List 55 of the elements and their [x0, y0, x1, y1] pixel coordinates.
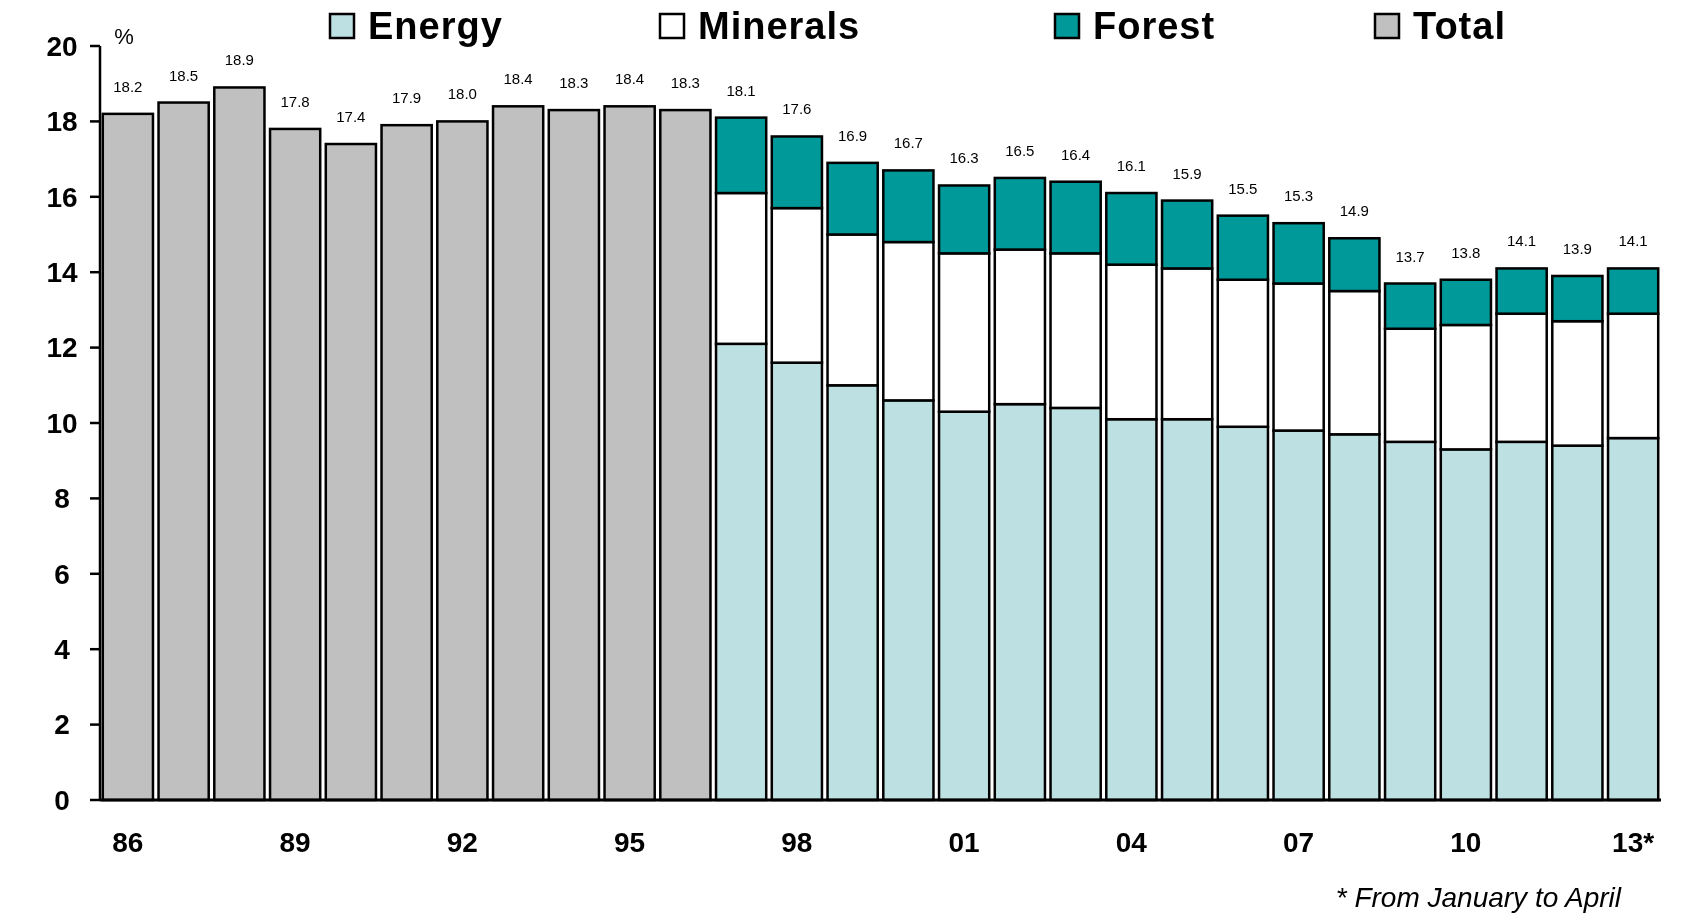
- total-label: 17.6: [782, 100, 812, 118]
- total-label: 16.9: [838, 126, 868, 144]
- total-label: 16.5: [1005, 141, 1035, 159]
- total-label: 18.3: [670, 74, 700, 92]
- total-label: 15.9: [1172, 164, 1202, 182]
- total-label: 14.1: [1507, 232, 1537, 250]
- y-tick-label: 0: [54, 784, 70, 816]
- text: * From January to April: [1335, 882, 1622, 913]
- x-tick-label: 01: [948, 827, 980, 858]
- total-label: 17.4: [336, 108, 366, 126]
- x-tick-label: 86: [112, 827, 144, 858]
- y-tick-label: 8: [54, 483, 70, 515]
- legend-label: Minerals: [698, 5, 861, 48]
- total-label: 18.5: [169, 66, 199, 84]
- total-label: 15.3: [1284, 187, 1314, 205]
- total-label: 18.0: [447, 85, 477, 103]
- x-tick-label: 07: [1283, 827, 1315, 858]
- y-tick-label: 12: [46, 332, 78, 364]
- y-axis-title: %: [114, 24, 134, 49]
- x-tick-label: 98: [781, 827, 813, 858]
- y-tick-label: 6: [54, 558, 70, 590]
- total-label: 17.8: [280, 92, 310, 110]
- x-tick-label: 10: [1450, 827, 1482, 858]
- total-label: 18.4: [503, 70, 533, 88]
- legend-label: Total: [1413, 5, 1506, 48]
- y-tick-label: 4: [54, 634, 71, 665]
- legend-label: Forest: [1093, 5, 1216, 48]
- total-label: 18.4: [615, 70, 645, 88]
- total-label: 16.3: [949, 149, 979, 167]
- y-tick-label: 18: [46, 106, 78, 138]
- total-label: 18.1: [726, 81, 756, 99]
- x-tick-label: 92: [446, 827, 478, 858]
- total-label: 16.7: [893, 134, 923, 152]
- total-label: 14.9: [1339, 202, 1369, 220]
- y-tick-label: 20: [46, 30, 78, 62]
- x-tick-label: 95: [614, 827, 646, 858]
- total-label: 16.4: [1061, 145, 1091, 163]
- total-label: 13.9: [1562, 239, 1592, 257]
- total-label: 14.1: [1618, 232, 1648, 250]
- x-tick-label: 89: [279, 827, 311, 858]
- total-label: 15.5: [1228, 179, 1258, 197]
- legend-label: Energy: [368, 5, 503, 48]
- y-tick-label: 16: [46, 181, 78, 213]
- total-label: 13.7: [1395, 247, 1425, 265]
- total-label: 13.8: [1451, 243, 1481, 261]
- total-label: 16.1: [1116, 157, 1146, 175]
- y-tick-label: 2: [54, 709, 70, 741]
- total-label: 18.9: [224, 51, 254, 69]
- x-tick-label: 13*: [1612, 827, 1655, 858]
- total-label: 17.9: [392, 89, 422, 107]
- y-tick-label: 10: [46, 407, 78, 439]
- total-label: 18.3: [559, 74, 589, 92]
- x-tick-label: 04: [1115, 827, 1148, 858]
- y-tick-label: 14: [46, 257, 78, 288]
- total-label: 18.2: [113, 77, 143, 95]
